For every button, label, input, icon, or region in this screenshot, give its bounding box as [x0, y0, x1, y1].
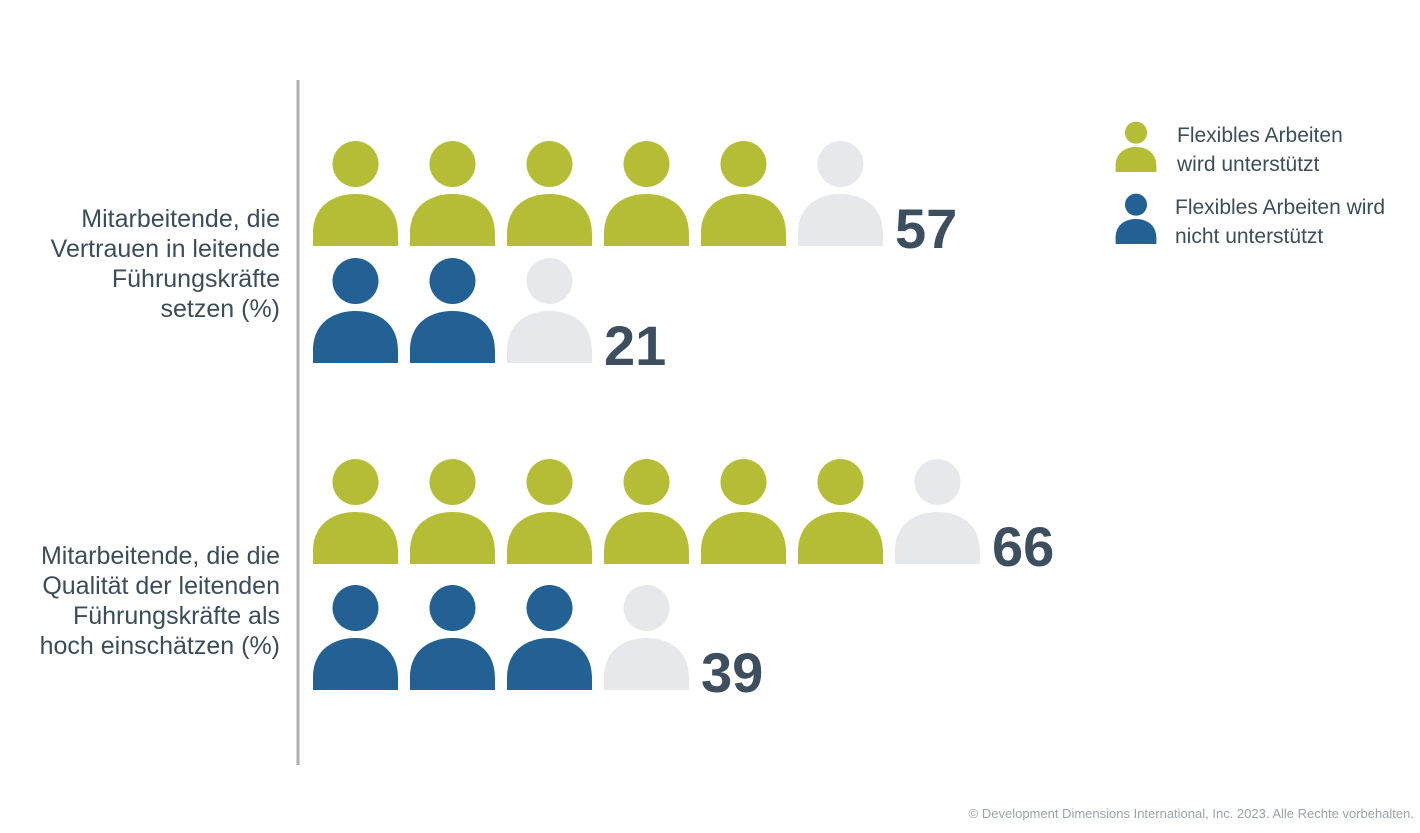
- person-icon: [507, 258, 592, 363]
- person-icon: [313, 585, 398, 690]
- legend: Flexibles Arbeiten wird unterstützt Flexib…: [1115, 121, 1385, 248]
- legend-icon: [1115, 193, 1157, 244]
- person-icon: [701, 141, 786, 246]
- copyright-notice: © Development Dimensions International, …: [968, 806, 1414, 821]
- person-icon: [410, 141, 495, 246]
- person-icon: [604, 141, 689, 246]
- person-icon: [313, 459, 398, 564]
- person-icon: [410, 459, 495, 564]
- category-label: Mitarbeitende, die Vertrauen in leitende…: [50, 205, 280, 323]
- category-label: Mitarbeitende, die die Qualität der leit…: [39, 542, 280, 660]
- data-label: 57: [895, 197, 957, 260]
- data-label: 66: [992, 515, 1054, 578]
- person-icon: [798, 141, 883, 246]
- person-icon: [507, 459, 592, 564]
- person-icon: [701, 459, 786, 564]
- person-icon: [410, 258, 495, 363]
- legend-label: Flexibles Arbeiten wird nicht unterstützt: [1175, 196, 1385, 248]
- legend-icon: [1115, 121, 1157, 172]
- person-icon: [313, 258, 398, 363]
- person-icon: [798, 459, 883, 564]
- person-icon: [895, 459, 980, 564]
- person-icon: [604, 585, 689, 690]
- data-label: 39: [701, 641, 763, 704]
- person-icon: [507, 141, 592, 246]
- person-icon: [507, 585, 592, 690]
- person-icon: [410, 585, 495, 690]
- data-label: 21: [604, 314, 666, 377]
- person-icon: [604, 459, 689, 564]
- person-icon: [313, 141, 398, 246]
- legend-label: Flexibles Arbeiten wird unterstützt: [1176, 124, 1343, 176]
